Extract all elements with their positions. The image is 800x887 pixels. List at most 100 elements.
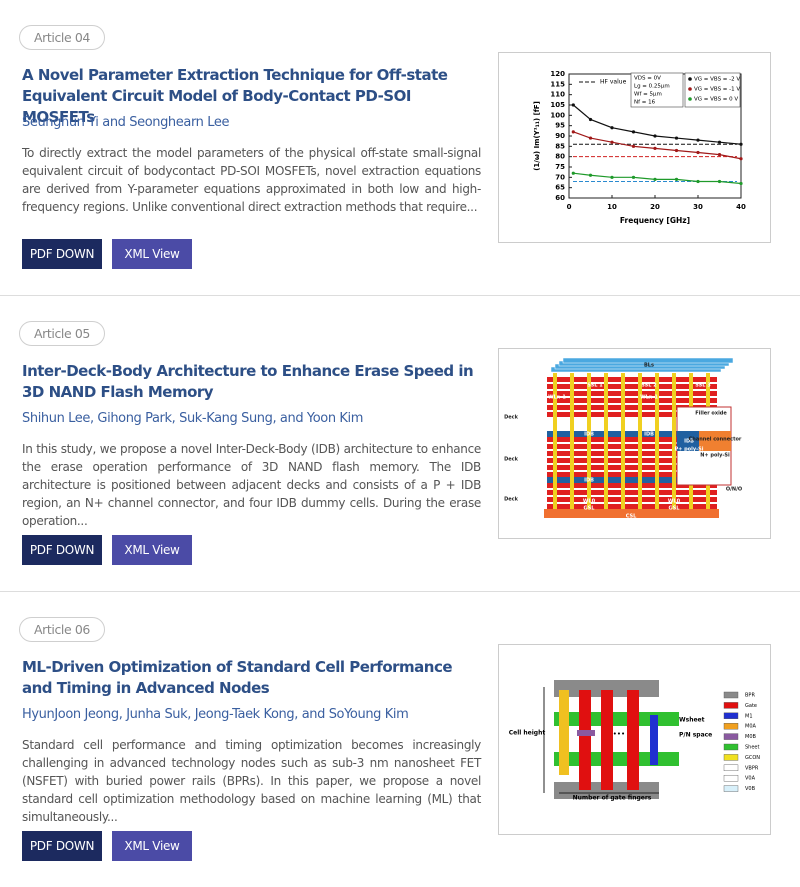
- legend-swatch: [723, 722, 739, 730]
- figure-label: Deck: [504, 415, 519, 421]
- xml-button[interactable]: XML View: [112, 831, 192, 861]
- legend-swatch: [723, 743, 739, 751]
- figure-label: GSL: [584, 506, 596, 512]
- pdf-button[interactable]: PDF DOWN: [22, 535, 102, 565]
- figure-label: M0B: [745, 734, 756, 740]
- article-title[interactable]: ML-Driven Optimization of Standard Cell …: [22, 658, 453, 697]
- figure-label: IDB: [584, 478, 594, 484]
- inset-idb: [677, 431, 699, 451]
- figure-label: 65: [555, 184, 565, 192]
- figure-label: 60: [555, 194, 565, 202]
- figure-label: 90: [555, 132, 565, 140]
- figure-label: WLn-1: [548, 395, 566, 401]
- figure-label: Deck: [504, 457, 519, 463]
- channel-pillar: [587, 373, 591, 509]
- legend-swatch: [723, 764, 739, 772]
- legend-swatch: [723, 691, 739, 699]
- figure-label: VG = VBS = -2 V: [694, 77, 740, 83]
- pdf-button[interactable]: PDF DOWN: [22, 239, 102, 269]
- figure-label: Wf = 5μm: [634, 92, 662, 98]
- figure: BLs SSL 0 SSL 1 SSL 2 SSL 3 WLn-1 WLn-1 IDB IDB I…: [498, 348, 771, 539]
- series-line: [573, 131, 742, 160]
- figure-label: HF value: [600, 79, 627, 86]
- figure-label: 0: [567, 203, 572, 211]
- figure-label: SSL 1: [587, 383, 603, 389]
- figure-label: SSL 3: [695, 383, 711, 389]
- figure-label: 115: [550, 80, 565, 88]
- figure-label: 10: [607, 203, 617, 211]
- figure-label: 110: [550, 91, 565, 99]
- wordline: [547, 483, 717, 488]
- separator: [0, 295, 800, 296]
- figure-label: •••: [613, 730, 625, 738]
- legend-swatch: [723, 733, 739, 740]
- figure-label: V0B: [745, 786, 756, 792]
- gate: [579, 690, 591, 790]
- figure-label: (1/ω) Im(Y¹₁₁) [fF]: [533, 101, 541, 171]
- figure-label: IDB: [584, 432, 594, 438]
- m1: [650, 715, 658, 765]
- figure: ••• Cell height Wsheet P/N space Number of g…: [498, 644, 771, 835]
- legend-swatch: [723, 785, 739, 792]
- xml-button[interactable]: XML View: [112, 535, 192, 565]
- figure-label: IDB WL 1: [680, 465, 706, 471]
- figure: 60 65 70 75 80 85 90 95 100 105 110 115 120 0 10 20 30 40…: [498, 52, 771, 243]
- figure-label: 70: [555, 173, 565, 181]
- wordline: [547, 405, 717, 410]
- article-abstract: Standard cell performance and timing opt…: [22, 738, 481, 824]
- legend-swatch: [723, 774, 739, 782]
- wordline: [547, 412, 717, 417]
- figure-label: 120: [550, 70, 565, 78]
- article-label: Article 04: [19, 25, 105, 50]
- figure-label: WL0: [583, 499, 596, 505]
- article-authors: Shihun Lee, Gihong Park, Suk-Kang Sung, …: [22, 411, 364, 426]
- article-abstract: In this study, we propose a novel Inter-…: [22, 442, 481, 528]
- inset-conn: [699, 431, 731, 451]
- wordline: [547, 497, 717, 502]
- wordline: [547, 384, 717, 389]
- wordline: [547, 377, 717, 382]
- wordline: [547, 437, 717, 442]
- figure-label: 30: [693, 203, 703, 211]
- csl-plate: [544, 509, 719, 518]
- figure-label: Number of gate fingers: [573, 795, 652, 802]
- figure-label: O/N/O: [726, 487, 742, 493]
- idb-band: [547, 477, 717, 483]
- figure-label: Gate: [745, 703, 757, 709]
- channel-pillar: [672, 373, 676, 509]
- article-label: Article 06: [19, 617, 105, 642]
- figure-label: 105: [550, 101, 565, 109]
- legend-marker: [688, 77, 692, 81]
- figure-label: Filler oxide: [695, 411, 727, 417]
- figure-label: Sheet: [745, 745, 759, 751]
- figure-label: VG = VBS = -1 V: [694, 87, 740, 93]
- channel-pillar: [604, 373, 608, 509]
- figure-label: BLs: [644, 363, 654, 369]
- channel-pillar: [621, 373, 625, 509]
- figure-label: GCON: [745, 755, 760, 761]
- channel-pillar: [553, 373, 557, 509]
- wordline: [547, 504, 717, 509]
- gate: [601, 690, 613, 790]
- legend-marker: [688, 97, 692, 101]
- xml-button[interactable]: XML View: [112, 239, 192, 269]
- figure-label: 100: [550, 111, 565, 119]
- figure-label: SSL 0: [531, 383, 547, 389]
- figure-label: Wsheet: [679, 717, 705, 724]
- article-title[interactable]: A Novel Parameter Extraction Technique f…: [22, 66, 448, 126]
- legend-swatch: [723, 702, 739, 709]
- figure-label: 95: [555, 122, 565, 130]
- wordline: [547, 472, 717, 477]
- article-abstract: To directly extract the model parameters…: [22, 146, 481, 214]
- figure-label: WLn-1: [640, 395, 658, 401]
- note-box: [630, 72, 684, 108]
- wordline: [547, 465, 717, 470]
- figure-label: Nf = 16: [634, 100, 656, 106]
- wordline: [547, 398, 717, 403]
- data-point: [739, 157, 743, 161]
- m0a: [559, 690, 569, 775]
- article-title[interactable]: Inter-Deck-Body Architecture to Enhance …: [22, 362, 474, 401]
- figure-label: M0A: [745, 724, 756, 730]
- pdf-button[interactable]: PDF DOWN: [22, 831, 102, 861]
